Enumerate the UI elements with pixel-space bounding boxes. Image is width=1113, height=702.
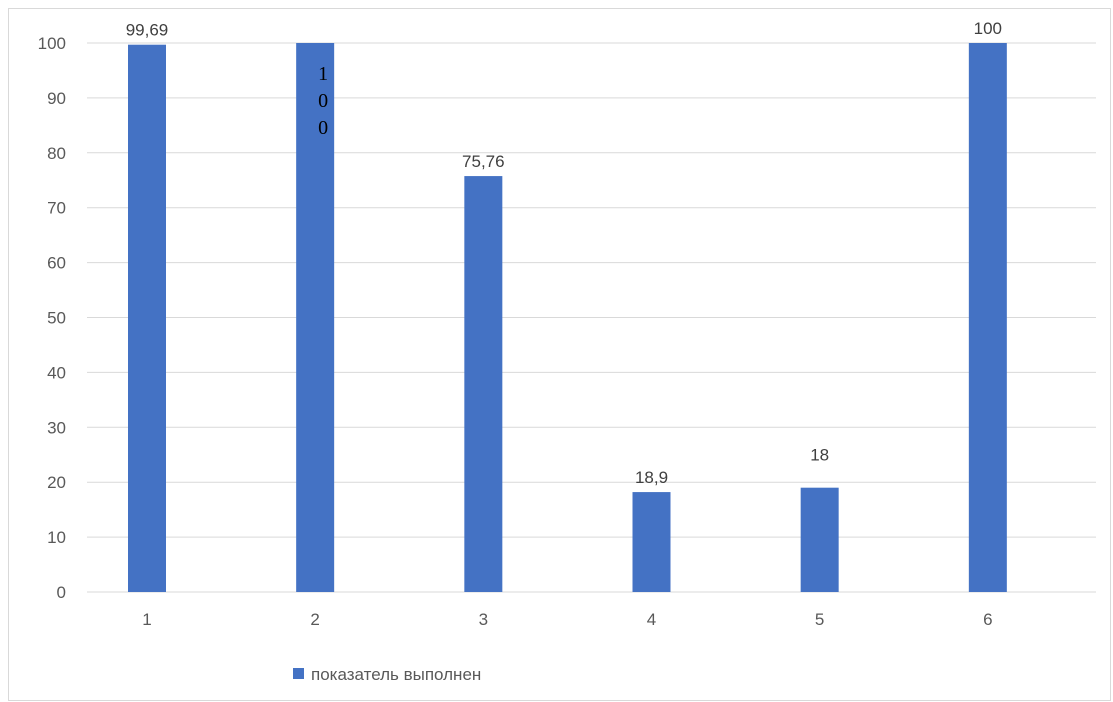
bar bbox=[632, 492, 671, 592]
bars bbox=[128, 43, 1007, 592]
y-tick-label: 80 bbox=[47, 144, 66, 163]
data-label: 18 bbox=[810, 446, 829, 465]
legend: показатель выполнен bbox=[293, 665, 481, 684]
y-tick-label: 90 bbox=[47, 89, 66, 108]
y-tick-label: 0 bbox=[57, 583, 66, 602]
data-label: 0 bbox=[318, 90, 328, 112]
y-tick-label: 30 bbox=[47, 418, 66, 437]
y-axis: 0 10 20 30 40 50 60 70 80 90 100 bbox=[38, 34, 66, 602]
x-tick-label: 3 bbox=[479, 610, 488, 629]
x-tick-label: 1 bbox=[142, 610, 151, 629]
data-label: 0 bbox=[318, 117, 328, 139]
x-tick-label: 5 bbox=[815, 610, 824, 629]
x-tick-label: 2 bbox=[310, 610, 319, 629]
legend-label: показатель выполнен bbox=[311, 665, 481, 684]
data-label: 18,9 bbox=[635, 468, 668, 487]
y-tick-label: 100 bbox=[38, 34, 66, 53]
x-tick-label: 6 bbox=[983, 610, 992, 629]
bar bbox=[464, 176, 503, 592]
bar bbox=[128, 44, 166, 592]
y-tick-label: 40 bbox=[47, 363, 66, 382]
data-label: 1 bbox=[318, 63, 328, 85]
y-tick-label: 20 bbox=[47, 473, 66, 492]
data-label: 99,69 bbox=[126, 21, 169, 40]
y-tick-label: 10 bbox=[47, 528, 66, 547]
y-tick-label: 50 bbox=[47, 309, 66, 328]
bar bbox=[296, 43, 335, 592]
legend-swatch bbox=[293, 668, 304, 679]
data-label: 100 bbox=[974, 19, 1002, 38]
data-label: 75,76 bbox=[462, 152, 505, 171]
y-tick-label: 70 bbox=[47, 199, 66, 218]
x-tick-label: 4 bbox=[647, 610, 656, 629]
x-axis: 1 2 3 4 5 6 bbox=[142, 610, 992, 629]
gridlines bbox=[87, 42, 1096, 593]
y-tick-label: 60 bbox=[47, 254, 66, 273]
bar bbox=[968, 43, 1007, 592]
bar bbox=[800, 487, 839, 592]
